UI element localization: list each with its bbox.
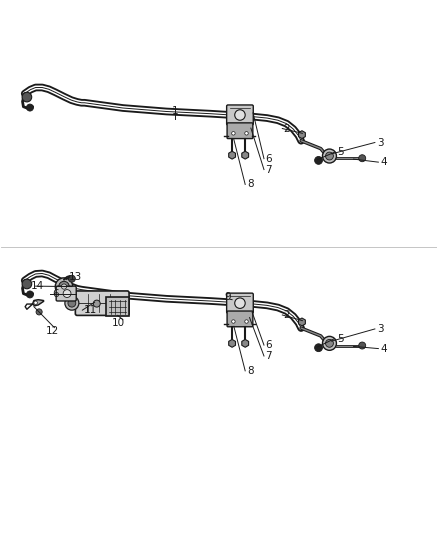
Circle shape [26,291,33,298]
Text: 1: 1 [172,106,179,116]
Circle shape [232,320,235,323]
Text: 3: 3 [377,324,384,334]
Circle shape [26,104,33,111]
Text: 6: 6 [52,289,59,299]
Text: 3: 3 [377,138,384,148]
Polygon shape [299,131,305,139]
Circle shape [22,92,32,102]
Text: 5: 5 [337,334,343,344]
Circle shape [325,340,333,348]
Circle shape [93,300,100,307]
Circle shape [61,284,67,289]
Circle shape [359,155,366,161]
Text: 5: 5 [337,147,343,157]
Circle shape [322,149,336,163]
Circle shape [245,320,248,323]
Circle shape [65,296,79,310]
Text: 2: 2 [284,124,290,134]
Circle shape [314,157,322,164]
Text: 13: 13 [68,272,81,282]
Text: 6: 6 [265,154,272,164]
Circle shape [68,299,76,307]
Text: 4: 4 [381,157,387,167]
FancyBboxPatch shape [56,286,76,301]
Circle shape [322,336,336,350]
Text: 7: 7 [265,165,272,175]
Circle shape [235,110,245,120]
Text: 4: 4 [381,344,387,353]
Text: 8: 8 [247,366,254,376]
Text: 2: 2 [284,310,290,320]
Polygon shape [32,300,43,306]
Circle shape [36,309,42,315]
Circle shape [34,301,37,304]
Polygon shape [229,151,236,159]
Text: 7: 7 [265,351,272,361]
Text: 6: 6 [265,340,272,350]
Circle shape [314,344,322,352]
Polygon shape [229,340,236,348]
Polygon shape [242,151,249,159]
Polygon shape [299,318,305,326]
FancyBboxPatch shape [75,291,129,316]
Circle shape [325,152,333,160]
Polygon shape [242,340,249,348]
FancyBboxPatch shape [226,293,253,313]
Circle shape [68,275,75,282]
FancyBboxPatch shape [226,105,253,125]
Circle shape [55,278,73,295]
Text: 8: 8 [247,180,254,189]
Circle shape [59,281,69,292]
Circle shape [232,132,235,135]
FancyBboxPatch shape [227,123,253,139]
FancyBboxPatch shape [106,297,129,316]
Text: 14: 14 [30,281,44,291]
Circle shape [245,132,248,135]
Text: 11: 11 [84,305,97,315]
Circle shape [235,298,245,309]
Text: 9: 9 [224,292,231,302]
FancyBboxPatch shape [227,311,253,327]
Text: 10: 10 [112,318,125,328]
Circle shape [63,289,71,297]
Circle shape [359,342,366,349]
Circle shape [22,279,32,289]
Text: 12: 12 [46,326,59,336]
